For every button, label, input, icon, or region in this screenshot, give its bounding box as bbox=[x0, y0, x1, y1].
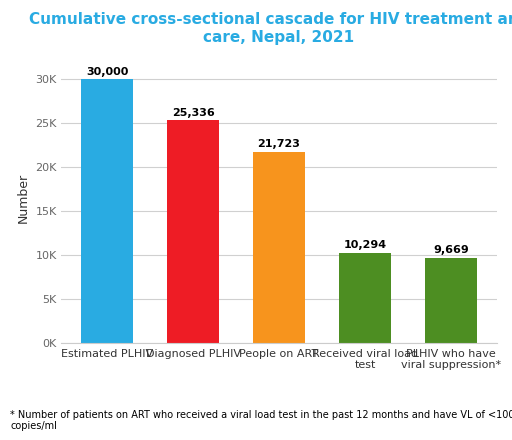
Text: 21,723: 21,723 bbox=[258, 139, 301, 150]
Title: Cumulative cross-sectional cascade for HIV treatment and
care, Nepal, 2021: Cumulative cross-sectional cascade for H… bbox=[29, 12, 512, 45]
Bar bbox=[339, 253, 391, 343]
Text: 25,336: 25,336 bbox=[172, 108, 215, 117]
Bar bbox=[253, 152, 305, 343]
Bar bbox=[167, 120, 219, 343]
Text: 10,294: 10,294 bbox=[344, 240, 387, 250]
Text: * Number of patients on ART who received a viral load test in the past 12 months: * Number of patients on ART who received… bbox=[10, 410, 512, 431]
Y-axis label: Number: Number bbox=[17, 173, 30, 223]
Bar bbox=[81, 79, 133, 343]
Text: 30,000: 30,000 bbox=[86, 66, 128, 77]
Text: 9,669: 9,669 bbox=[433, 246, 469, 256]
Bar bbox=[425, 258, 477, 343]
